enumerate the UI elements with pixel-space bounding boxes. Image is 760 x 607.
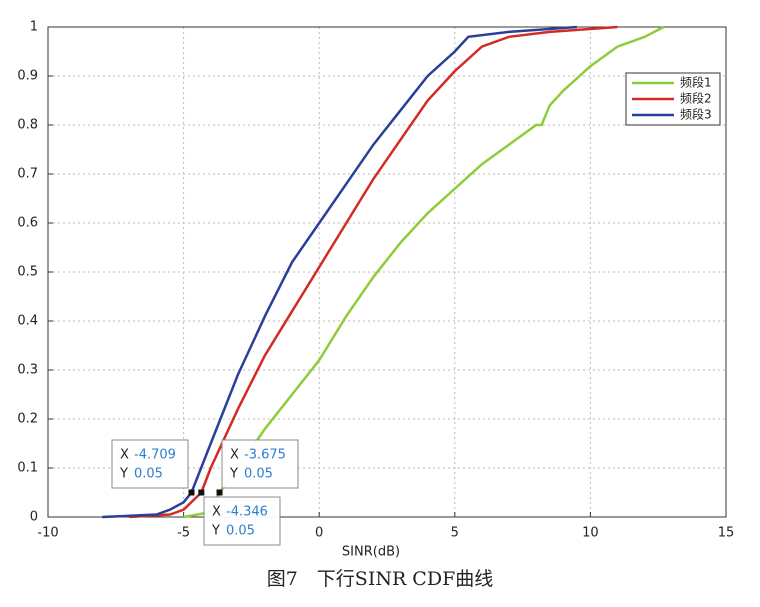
line-series [102, 25, 577, 519]
datatip-marker [216, 489, 223, 496]
datatip-box [203, 496, 281, 546]
datatip-y-name: Y [229, 467, 238, 482]
x-tick-label: -5 [177, 526, 190, 541]
x-tick-label: 0 [315, 526, 323, 541]
datatip-x-name: X [212, 505, 221, 520]
y-tick-label: 0.3 [17, 363, 38, 378]
datatip-marker [198, 489, 205, 496]
y-tick-label: 0.2 [17, 412, 38, 427]
y-tick-label: 0.8 [17, 118, 38, 133]
datatip-y-value: 0.05 [226, 524, 255, 539]
datatip-y-name: Y [119, 467, 128, 482]
y-tick-label: 1 [30, 20, 38, 35]
y-tick-label: 0 [30, 510, 38, 525]
caption: 图7 下行SINR CDF曲线 [267, 568, 494, 590]
datatip-x-name: X [230, 448, 239, 463]
x-tick-label: 10 [582, 526, 599, 541]
y-tick-label: 0.7 [17, 167, 38, 182]
datatip-box [221, 439, 299, 489]
datatip-y-value: 0.05 [244, 467, 273, 482]
x-tick-label: 15 [718, 526, 735, 541]
datatip-marker [188, 489, 195, 496]
legend-label: 频段1 [680, 75, 712, 90]
datatip-y-value: 0.05 [134, 467, 163, 482]
y-tick-label: 0.9 [17, 69, 38, 84]
datatip-x-name: X [120, 448, 129, 463]
x-axis-label: SINR(dB) [342, 545, 400, 560]
y-tick-label: 0.6 [17, 216, 38, 231]
x-tick-label: -10 [37, 526, 58, 541]
y-tick-label: 0.4 [17, 314, 38, 329]
datatip-x-value: -3.675 [244, 448, 286, 463]
plot-frame [47, 26, 727, 518]
legend-label: 频段2 [680, 91, 712, 106]
datatip-x-value: -4.709 [134, 448, 176, 463]
x-tick-label: 5 [451, 526, 459, 541]
datatip-y-name: Y [211, 524, 220, 539]
legend-label: 频段3 [680, 107, 712, 122]
y-tick-label: 0.1 [17, 461, 38, 476]
datatip-box [111, 439, 189, 489]
y-tick-label: 0.5 [17, 265, 38, 280]
datatip-x-value: -4.346 [226, 505, 268, 520]
